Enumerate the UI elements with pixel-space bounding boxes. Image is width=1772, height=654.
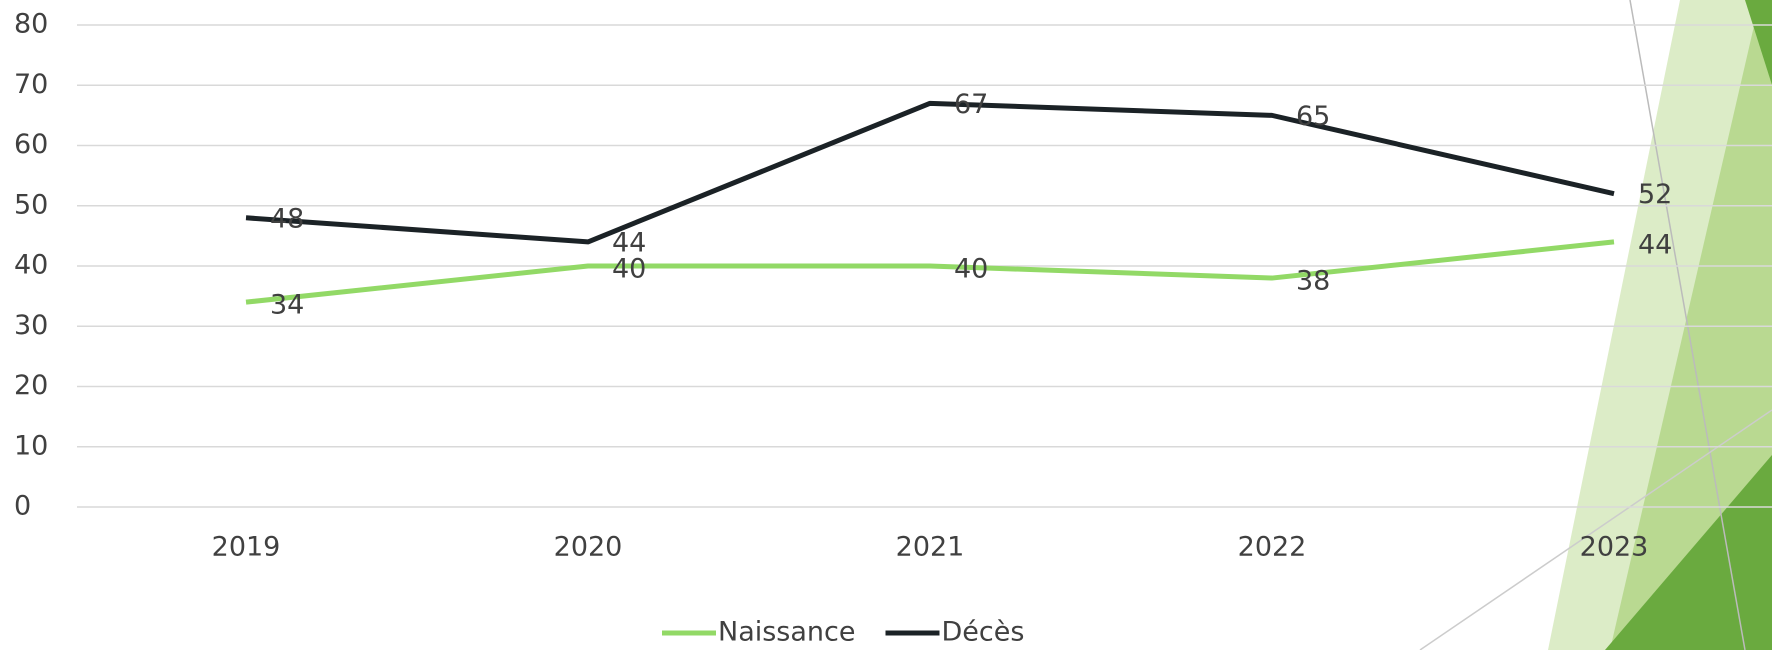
data-label: 44: [612, 227, 646, 258]
data-label: 44: [1638, 229, 1672, 260]
legend-label: Naissance: [718, 617, 856, 648]
y-tick-label: 60: [14, 129, 48, 160]
y-tick-label: 40: [14, 250, 48, 281]
decoration: [1419, 0, 1772, 651]
x-tick-label: 2019: [212, 532, 281, 563]
data-line: [245, 100, 1615, 245]
data-label: 40: [954, 254, 988, 285]
y-tick-label: 50: [14, 189, 48, 220]
data-label: 48: [270, 203, 304, 234]
y-tick-label: 30: [14, 310, 48, 341]
data-label: 65: [1296, 101, 1330, 132]
x-tick-label: 2020: [554, 532, 623, 563]
y-tick-label: 0: [14, 491, 31, 522]
data-line: [245, 239, 1615, 305]
data-label: 34: [270, 290, 304, 321]
data-label: 67: [954, 89, 988, 120]
x-tick-label: 2022: [1238, 532, 1307, 563]
x-tick-label: 2023: [1580, 532, 1649, 563]
x-tick-label: 2021: [896, 532, 965, 563]
data-label: 52: [1638, 179, 1672, 210]
data-label: 38: [1296, 266, 1330, 297]
y-tick-label: 10: [14, 430, 48, 461]
data-label: 40: [612, 254, 646, 285]
y-tick-label: 70: [14, 69, 48, 100]
legend-label: Décès: [942, 617, 1025, 648]
y-tick-label: 20: [14, 370, 48, 401]
y-tick-label: 80: [14, 9, 48, 40]
